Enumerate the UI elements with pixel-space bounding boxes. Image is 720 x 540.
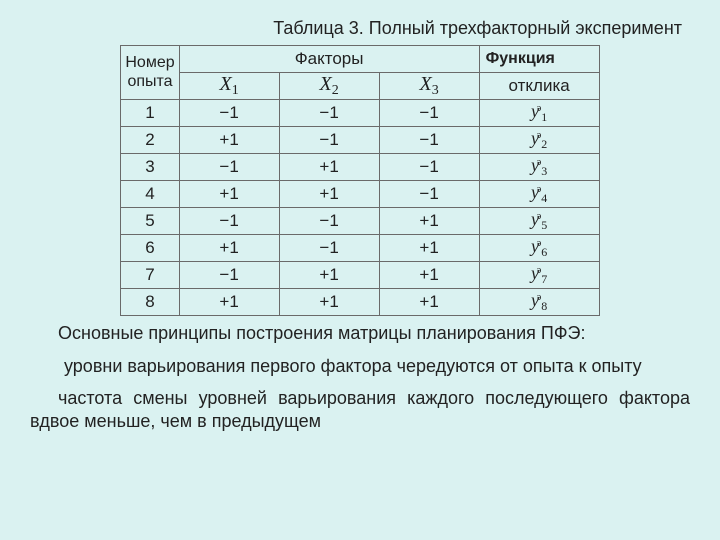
cell-x1: −1 (179, 262, 279, 289)
cell-x1: −1 (179, 100, 279, 127)
header-x3: X3 (379, 73, 479, 100)
cell-num: 2 (121, 127, 179, 154)
cell-y: yэ3 (479, 154, 599, 181)
y-sub: 8 (541, 299, 547, 313)
x3-sub: 3 (432, 83, 439, 98)
cell-y: yэ5 (479, 208, 599, 235)
header-x1: X1 (179, 73, 279, 100)
table-row: 5−1−1+1yэ5 (121, 208, 599, 235)
cell-num: 3 (121, 154, 179, 181)
cell-y: yэ2 (479, 127, 599, 154)
cell-x2: −1 (279, 235, 379, 262)
body-text: Основные принципы построения матрицы пла… (30, 322, 690, 432)
experiment-table: Номер опыта Факторы Функция X1 X2 X3 отк… (120, 45, 599, 316)
x3-sym: X (420, 73, 432, 95)
cell-x2: +1 (279, 181, 379, 208)
x1-sub: 1 (232, 83, 239, 98)
y-sub: 4 (541, 191, 547, 205)
cell-x2: −1 (279, 127, 379, 154)
table-row: 2+1−1−1yэ2 (121, 127, 599, 154)
cell-x3: +1 (379, 262, 479, 289)
table-row: 7−1+1+1yэ7 (121, 262, 599, 289)
cell-x3: −1 (379, 127, 479, 154)
cell-x3: −1 (379, 181, 479, 208)
cell-x3: −1 (379, 154, 479, 181)
header-num-l1: Номер (125, 54, 174, 71)
cell-x1: +1 (179, 235, 279, 262)
para-3: частота смены уровней варьирования каждо… (30, 387, 690, 432)
cell-num: 8 (121, 289, 179, 316)
y-sub: 1 (541, 110, 547, 124)
cell-y: yэ6 (479, 235, 599, 262)
y-sub: 2 (541, 137, 547, 151)
table-row: 3−1+1−1yэ3 (121, 154, 599, 181)
cell-x1: −1 (179, 208, 279, 235)
table-row: 1−1−1−1yэ1 (121, 100, 599, 127)
cell-x1: +1 (179, 127, 279, 154)
y-sub: 3 (541, 164, 547, 178)
header-num-l2: опыта (127, 73, 172, 90)
para-2: уровни варьирования первого фактора чере… (30, 355, 690, 378)
table-row: 6+1−1+1yэ6 (121, 235, 599, 262)
cell-x3: +1 (379, 208, 479, 235)
y-sub: 5 (541, 218, 547, 232)
cell-y: yэ1 (479, 100, 599, 127)
cell-num: 7 (121, 262, 179, 289)
cell-num: 5 (121, 208, 179, 235)
cell-x1: +1 (179, 181, 279, 208)
cell-y: yэ8 (479, 289, 599, 316)
cell-y: yэ4 (479, 181, 599, 208)
header-num: Номер опыта (121, 46, 179, 100)
cell-x1: +1 (179, 289, 279, 316)
x1-sym: X (220, 73, 232, 95)
header-otklika: отклика (479, 73, 599, 100)
cell-x3: −1 (379, 100, 479, 127)
table-row: 8+1+1+1yэ8 (121, 289, 599, 316)
cell-x2: −1 (279, 100, 379, 127)
y-sub: 7 (541, 272, 547, 286)
cell-num: 4 (121, 181, 179, 208)
cell-x2: +1 (279, 154, 379, 181)
cell-num: 6 (121, 235, 179, 262)
cell-x3: +1 (379, 235, 479, 262)
cell-x2: +1 (279, 262, 379, 289)
x2-sym: X (320, 73, 332, 95)
header-x2: X2 (279, 73, 379, 100)
table-caption: Таблица 3. Полный трехфакторный эксперим… (30, 18, 682, 39)
para-1: Основные принципы построения матрицы пла… (30, 322, 690, 345)
y-sub: 6 (541, 245, 547, 259)
cell-num: 1 (121, 100, 179, 127)
header-factors: Факторы (179, 46, 479, 73)
header-func: Функция (479, 46, 599, 73)
cell-x1: −1 (179, 154, 279, 181)
cell-x2: +1 (279, 289, 379, 316)
cell-x2: −1 (279, 208, 379, 235)
cell-y: yэ7 (479, 262, 599, 289)
table-row: 4+1+1−1yэ4 (121, 181, 599, 208)
x2-sub: 2 (332, 83, 339, 98)
cell-x3: +1 (379, 289, 479, 316)
